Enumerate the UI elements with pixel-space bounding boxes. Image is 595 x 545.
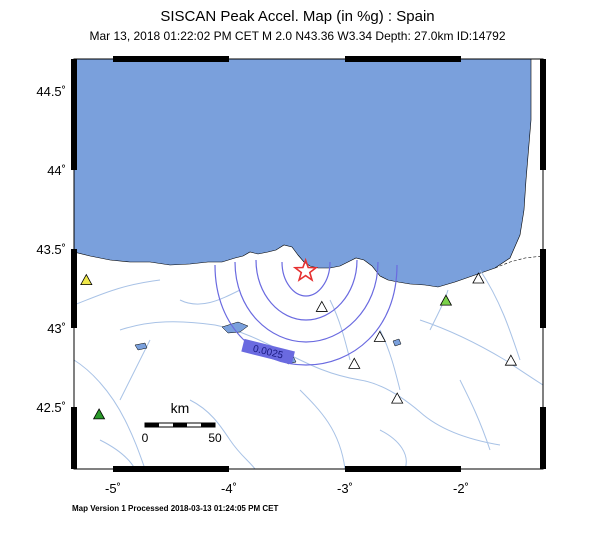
frame-tick-top	[113, 56, 229, 62]
frame-tick-right	[540, 59, 546, 91]
frame-tick-right	[540, 407, 546, 469]
frame-tick-top	[345, 56, 461, 62]
station-triangle-icon	[391, 392, 404, 404]
rivers	[73, 269, 544, 470]
frame-tick-left	[71, 407, 77, 469]
station-triangle-icon	[373, 330, 386, 342]
latitude-tick-label: 43˚	[47, 321, 66, 336]
longitude-tick-label: -5˚	[105, 481, 121, 496]
frame-tick-right	[540, 249, 546, 328]
latitude-tick-label: 42.5˚	[36, 400, 66, 415]
sea-area	[73, 58, 532, 288]
scale-label-end: 50	[208, 431, 222, 445]
station-triangle-icon	[504, 354, 518, 366]
station-triangle-icon	[315, 300, 328, 312]
latitude-tick-label: 43.5˚	[36, 242, 66, 257]
frame-tick-left	[71, 249, 77, 328]
longitude-tick-label: -4˚	[221, 481, 237, 496]
scale-label-start: 0	[142, 431, 149, 445]
longitude-tick-label: -3˚	[337, 481, 353, 496]
pga-contours	[214, 259, 398, 366]
frame-ticks	[71, 56, 546, 472]
longitude-tick-label: -2˚	[453, 481, 469, 496]
frame-tick-bottom	[345, 466, 461, 472]
border-line	[494, 255, 544, 269]
latitude-tick-label: 44˚	[47, 163, 66, 178]
frame-tick-left	[71, 91, 77, 170]
station-triangle-icon	[80, 273, 93, 286]
map-version-footer: Map Version 1 Processed 2018-03-13 01:24…	[72, 504, 279, 513]
stations	[80, 272, 518, 420]
frame-tick-bottom	[113, 466, 229, 472]
frame-tick-left	[71, 59, 77, 91]
station-triangle-icon	[92, 408, 106, 420]
map-title: SISCAN Peak Accel. Map (in %g) : Spain	[160, 8, 435, 25]
station-triangle-icon	[472, 272, 485, 284]
scale-bar: km 0 50	[142, 400, 222, 445]
map-subtitle: Mar 13, 2018 01:22:02 PM CET M 2.0 N43.3…	[89, 29, 506, 43]
latitude-tick-label: 44.5˚	[36, 84, 66, 99]
frame-tick-right	[540, 91, 546, 170]
station-triangle-icon	[348, 357, 361, 369]
epicenter-star-icon	[292, 257, 319, 282]
longitude-labels: -5˚ -4˚ -3˚ -2˚	[105, 481, 469, 496]
station-triangle-icon	[439, 294, 453, 306]
scale-unit: km	[171, 400, 190, 416]
latitude-labels: 44.5˚ 44˚ 43.5˚ 43˚ 42.5˚	[36, 84, 66, 415]
